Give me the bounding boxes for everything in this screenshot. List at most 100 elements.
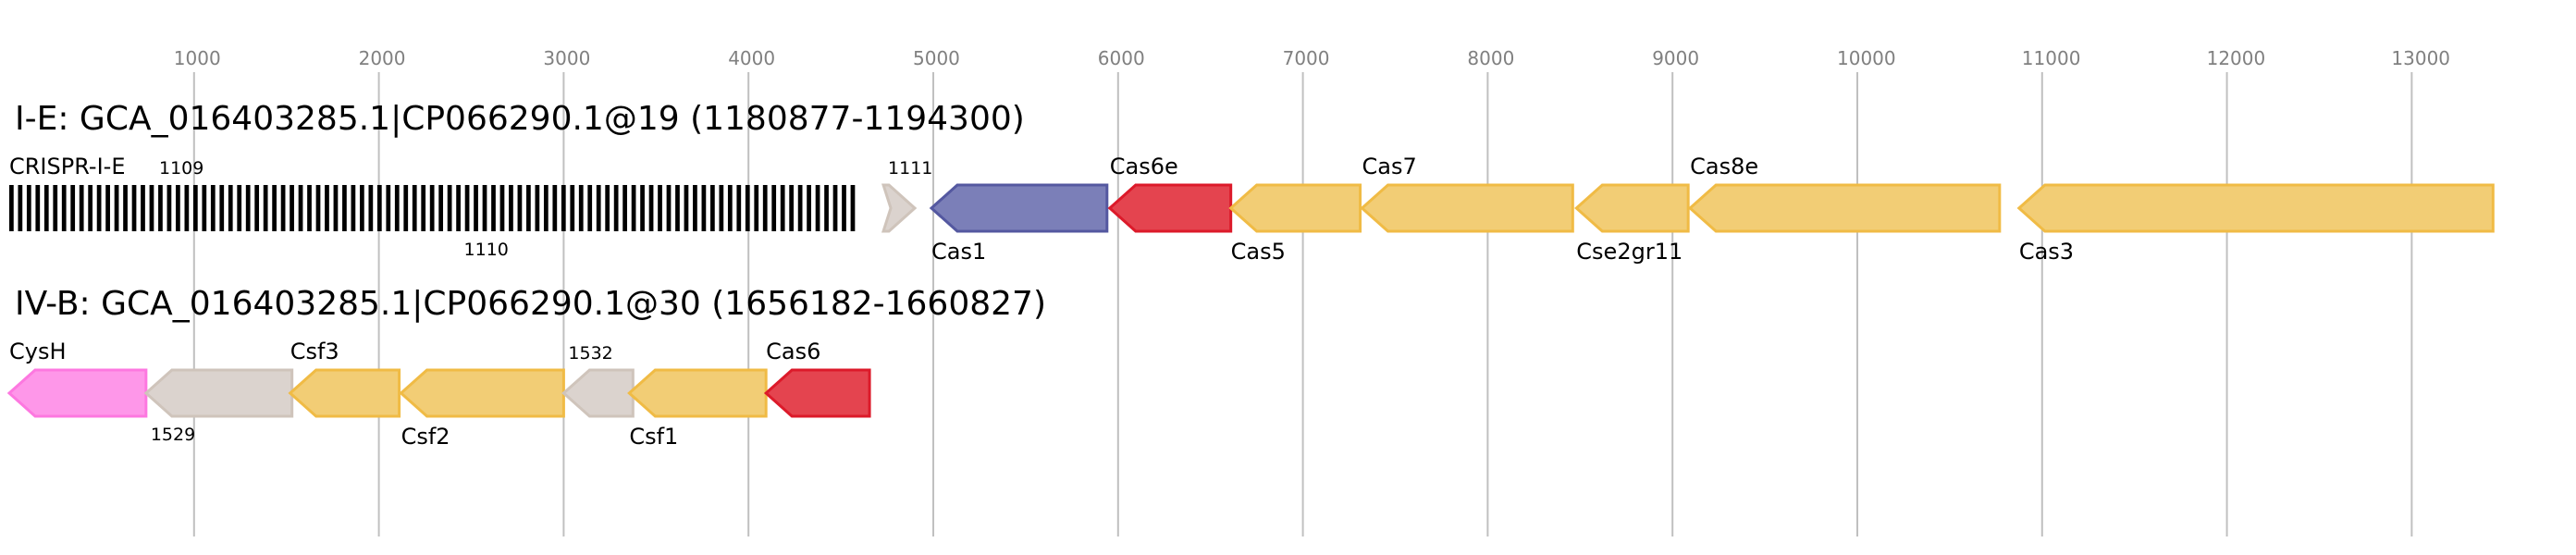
crispr-repeat xyxy=(26,185,31,231)
gene-arrow-cysh[interactable] xyxy=(6,368,148,418)
tick-label: 10000 xyxy=(1837,47,1896,69)
crispr-repeat xyxy=(771,185,777,231)
crispr-repeat xyxy=(640,185,645,231)
gene-arrow-cas8e[interactable] xyxy=(1687,183,2002,233)
crispr-repeat xyxy=(386,185,391,231)
crispr-repeat xyxy=(70,185,76,231)
crispr-repeat xyxy=(535,185,540,231)
crispr-repeat xyxy=(570,185,575,231)
track-title-1: I-E: GCA_016403285.1|CP066290.1@19 (1180… xyxy=(15,100,1025,138)
crispr-repeat xyxy=(736,185,742,231)
crispr-repeat xyxy=(447,185,452,231)
gene-arrow-cas6[interactable] xyxy=(763,368,871,418)
gene-arrow-1111[interactable] xyxy=(881,183,918,233)
crispr-repeat xyxy=(754,185,759,231)
crispr-repeat xyxy=(797,185,803,231)
gene-label: 1532 xyxy=(568,343,612,364)
crispr-repeat xyxy=(192,185,198,231)
crispr-repeat xyxy=(719,185,724,231)
crispr-repeat xyxy=(491,185,496,231)
tick-label: 13000 xyxy=(2391,47,2450,69)
track-title-2: IV-B: GCA_016403285.1|CP066290.1@30 (165… xyxy=(15,285,1046,323)
gene-label: Cas6 xyxy=(766,339,820,364)
crispr-repeat xyxy=(850,185,856,231)
gene-arrow-csf3[interactable] xyxy=(288,368,401,418)
gene-arrow-1532[interactable] xyxy=(561,368,635,418)
tick-label: 9000 xyxy=(1652,47,1699,69)
crispr-repeat xyxy=(613,185,619,231)
crispr-repeat xyxy=(807,185,811,231)
gene-arrow-csf2[interactable] xyxy=(399,368,565,418)
crispr-repeat xyxy=(474,185,478,231)
gene-arrow-cas1[interactable] xyxy=(929,183,1109,233)
crispr-repeat xyxy=(315,185,321,231)
gene-label: Cas1 xyxy=(931,239,986,265)
crispr-repeat xyxy=(684,185,689,231)
tick-label: 7000 xyxy=(1283,47,1330,69)
tick-label: 1000 xyxy=(174,47,221,69)
crispr-repeat xyxy=(342,185,347,231)
crispr-repeat xyxy=(648,185,654,231)
crispr-repeat xyxy=(412,185,417,231)
tick-label: 11000 xyxy=(2022,47,2081,69)
crispr-repeat xyxy=(228,185,233,231)
gene-label: Cse2gr11 xyxy=(1576,239,1682,265)
gene-label: Cas7 xyxy=(1362,154,1417,179)
crispr-repeat xyxy=(482,185,487,231)
crispr-repeat xyxy=(237,185,242,231)
gene-label: Csf2 xyxy=(401,424,450,450)
crispr-repeat xyxy=(666,185,672,231)
crispr-repeat xyxy=(114,185,119,231)
crispr-repeat xyxy=(658,185,662,231)
crispr-repeat xyxy=(526,185,531,231)
crispr-array[interactable] xyxy=(9,185,856,231)
gene-label: Cas6e xyxy=(1110,154,1178,179)
crispr-repeat xyxy=(254,185,260,231)
crispr-repeat xyxy=(245,185,251,231)
crispr-repeat xyxy=(272,185,277,231)
feature-id-label: 1110 xyxy=(464,240,509,260)
tick-label: 12000 xyxy=(2207,47,2266,69)
crispr-repeat xyxy=(561,185,566,231)
gene-arrow-cas5[interactable] xyxy=(1228,183,1362,233)
gene-arrow-1529[interactable] xyxy=(143,368,294,418)
crispr-repeat xyxy=(596,185,601,231)
crispr-repeat xyxy=(219,185,225,231)
gene-label: 1529 xyxy=(151,425,195,445)
crispr-repeat xyxy=(368,185,374,231)
crispr-repeat xyxy=(464,185,470,231)
crispr-repeat xyxy=(509,185,513,231)
crispr-repeat xyxy=(438,185,444,231)
crispr-repeat xyxy=(552,185,558,231)
crispr-repeat xyxy=(631,185,636,231)
tick-label: 4000 xyxy=(728,47,775,69)
gene-label: Cas8e xyxy=(1690,154,1758,179)
crispr-repeat xyxy=(543,185,548,231)
crispr-repeat xyxy=(360,185,364,231)
gene-arrow-cas3[interactable] xyxy=(2016,183,2495,233)
gene-label: 1111 xyxy=(888,158,932,179)
crispr-repeat xyxy=(88,185,93,231)
gene-arrow-cas6e[interactable] xyxy=(1107,183,1233,233)
crispr-repeat xyxy=(675,185,680,231)
gene-label: Csf1 xyxy=(629,424,678,450)
gene-arrow-csf1[interactable] xyxy=(627,368,768,418)
crispr-repeat xyxy=(53,185,58,231)
crispr-repeat xyxy=(832,185,838,231)
crispr-repeat xyxy=(9,185,14,231)
gene-arrow-cse2gr11[interactable] xyxy=(1574,183,1690,233)
tick-label: 3000 xyxy=(543,47,590,69)
crispr-repeat xyxy=(394,185,400,231)
crispr-repeat xyxy=(701,185,707,231)
crispr-repeat xyxy=(824,185,829,231)
crispr-label: CRISPR-I-E xyxy=(9,154,125,179)
crispr-repeat xyxy=(43,185,49,231)
crispr-repeat xyxy=(18,185,23,231)
crispr-repeat xyxy=(298,185,303,231)
crispr-repeat xyxy=(35,185,41,231)
crispr-repeat xyxy=(693,185,697,231)
gene-arrow-cas7[interactable] xyxy=(1360,183,1574,233)
gene-label: Cas3 xyxy=(2019,239,2074,265)
crispr-repeat xyxy=(710,185,715,231)
